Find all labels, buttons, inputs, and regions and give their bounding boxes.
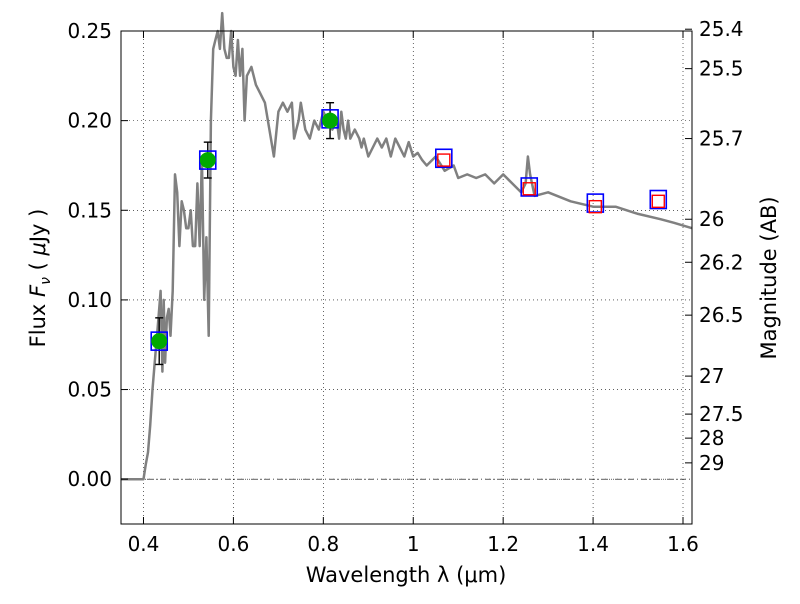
y-tick-label: 0.10 [67, 288, 112, 312]
x-axis-label: Wavelength λ (μm) [306, 563, 507, 587]
x-tick-label: 1.6 [667, 532, 699, 556]
x-tick-label: 1.4 [577, 532, 609, 556]
y-tick-label: 0.05 [67, 378, 112, 402]
detection-point [322, 112, 339, 129]
x-tick-label: 0.4 [128, 532, 160, 556]
sed-model-layer [121, 11, 693, 481]
y-tick-label: 0.15 [67, 198, 112, 222]
magnitude-tick-label: 25.7 [699, 127, 744, 151]
magnitude-tick-label: 25.5 [699, 57, 744, 81]
y-axis-ticks: 0.00 0.05 0.10 0.15 0.20 0.25 [67, 19, 128, 491]
upper-limit-box [437, 153, 451, 167]
magnitude-tick-label: 27.5 [699, 402, 744, 426]
x-tick-label: 1.2 [487, 532, 519, 556]
x-tick-label: 1 [407, 532, 420, 556]
magnitude-tick-label: 27 [699, 364, 724, 388]
x-tick-label: 0.8 [307, 532, 339, 556]
magnitude-tick-label: 26.5 [699, 303, 744, 327]
y-tick-label: 0.20 [67, 109, 112, 133]
upper-limit-box [588, 199, 603, 214]
magnitude-tick-label: 26 [699, 207, 724, 231]
detection-point [199, 152, 216, 169]
upper-limit-box [651, 194, 665, 209]
model-flux-box [435, 148, 453, 169]
errorbar-layer [155, 102, 335, 366]
y-tick-label: 0.00 [67, 467, 112, 491]
magnitude-axis-label: Magnitude (AB) [757, 196, 781, 359]
y-tick-label: 0.25 [67, 19, 112, 43]
x-tick-label: 0.6 [217, 532, 249, 556]
detection-point [151, 333, 168, 350]
upper-box-layer [437, 153, 665, 214]
sed-model-curve [121, 11, 693, 481]
y-axis-label: Flux Fν ( μJy ) [26, 209, 54, 348]
model-flux-box [649, 189, 668, 210]
magnitude-tick-label: 29 [699, 451, 724, 475]
magnitude-tick-label: 28 [699, 426, 724, 450]
magnitude-tick-label: 25.4 [699, 17, 744, 41]
x-axis-ticks: 0.4 0.6 0.8 1 1.2 1.4 1.6 [128, 31, 699, 556]
plot-frame [120, 30, 693, 525]
model-flux-box [520, 177, 539, 197]
detection-layer [151, 112, 339, 350]
upper-limit-box [522, 182, 536, 196]
magnitude-tick-label: 26.2 [699, 250, 744, 274]
